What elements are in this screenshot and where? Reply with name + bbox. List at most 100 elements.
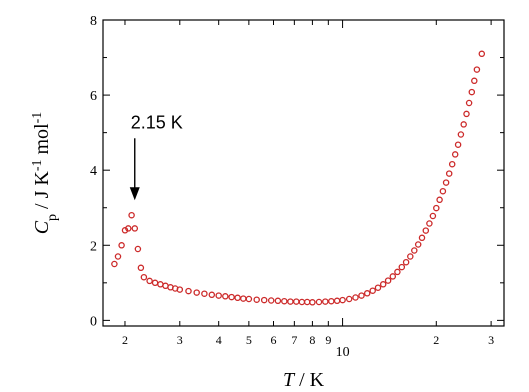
data-point (193, 289, 200, 296)
data-point (281, 297, 288, 305)
y-tick-label: 4 (90, 164, 97, 179)
data-point (260, 296, 268, 304)
data-point (468, 88, 476, 96)
x-tick-label: 3 (177, 333, 183, 347)
x-axis-title: T / K (283, 369, 325, 391)
x-tick-label: 4 (216, 333, 222, 347)
x-axis-var: T (283, 369, 296, 391)
annotation-arrow-head (129, 187, 140, 201)
data-point (201, 290, 208, 297)
data-point (384, 277, 392, 284)
data-point (439, 187, 447, 195)
data-point (111, 260, 118, 268)
data-point (287, 298, 294, 305)
data-point (131, 225, 139, 232)
y-axis-title: Cp / J K-1 mol-1 (30, 112, 60, 235)
data-point (411, 247, 418, 254)
data-point (114, 253, 122, 260)
x-tick-label: 5 (246, 333, 252, 347)
x-tick-label: 9 (325, 333, 331, 347)
data-point (128, 211, 135, 219)
data-point (234, 294, 241, 302)
data-point (426, 220, 433, 227)
data-point (185, 287, 192, 295)
x-tick-label: 8 (309, 333, 315, 347)
data-point (146, 277, 153, 285)
data-point (454, 141, 462, 148)
annotation-label: 2.15 K (131, 112, 183, 132)
data-point (333, 297, 341, 305)
data-point (118, 242, 125, 249)
data-point (460, 121, 467, 128)
data-point (374, 284, 382, 291)
data-point (339, 296, 346, 304)
data-point (463, 110, 470, 118)
x-axis-unit: / K (294, 369, 325, 391)
data-point (298, 298, 306, 306)
data-point (402, 258, 410, 266)
data-point (369, 287, 376, 294)
data-point (445, 170, 453, 177)
data-point (379, 281, 387, 288)
data-point (137, 264, 145, 272)
data-point (222, 293, 229, 300)
data-point (436, 196, 443, 204)
data-point (352, 294, 359, 301)
data-point (176, 286, 184, 293)
data-point (394, 268, 401, 276)
axes-box (102, 19, 505, 327)
data-point (398, 263, 406, 271)
y-tick-label: 0 (90, 314, 97, 329)
y-tick-label: 6 (90, 89, 97, 104)
x-tick-label: 2 (433, 333, 439, 347)
data-point (465, 99, 473, 107)
data-point (125, 225, 132, 232)
data-point (253, 296, 260, 303)
data-point (457, 131, 465, 138)
x-tick-label: 6 (271, 333, 277, 347)
data-point (328, 297, 335, 305)
y-tick-label: 2 (90, 239, 97, 254)
data-point (228, 293, 235, 301)
data-point (309, 299, 316, 306)
data-point (140, 273, 148, 281)
data-point (208, 291, 216, 299)
y-axis-unit-a: / J K (31, 171, 53, 214)
data-point (322, 298, 329, 305)
data-point (407, 253, 414, 260)
y-axis-sup: -1 (30, 159, 45, 171)
y-axis-sup2: -1 (30, 112, 45, 124)
y-tick-label: 8 (90, 14, 97, 29)
x-tick-label: 7 (291, 333, 297, 347)
data-point (473, 66, 481, 73)
plot-frame (102, 19, 505, 327)
data-point (422, 227, 430, 234)
data-point (267, 297, 275, 304)
data-points (111, 50, 486, 306)
y-axis-sub: p (45, 214, 60, 221)
data-point (134, 245, 142, 253)
data-point (315, 298, 323, 306)
data-point (363, 290, 371, 297)
data-point (471, 77, 478, 85)
x-tick-label: 2 (122, 333, 128, 347)
data-point (442, 179, 450, 186)
data-point (274, 297, 282, 305)
data-point (448, 160, 456, 168)
x-tick-label: 10 (336, 345, 350, 360)
y-axis-var: C (31, 220, 53, 234)
data-point (240, 295, 247, 302)
data-point (358, 292, 365, 299)
data-point (478, 50, 486, 58)
data-point (245, 295, 253, 303)
data-point (429, 212, 437, 220)
x-tick-label: 3 (488, 333, 494, 347)
y-axis-unit-b: mol (31, 123, 53, 160)
data-point (215, 292, 222, 299)
data-point (293, 298, 300, 305)
data-point (418, 234, 426, 242)
data-point (303, 298, 311, 306)
peak-annotation: 2.15 K (129, 112, 183, 201)
data-point (451, 151, 459, 158)
